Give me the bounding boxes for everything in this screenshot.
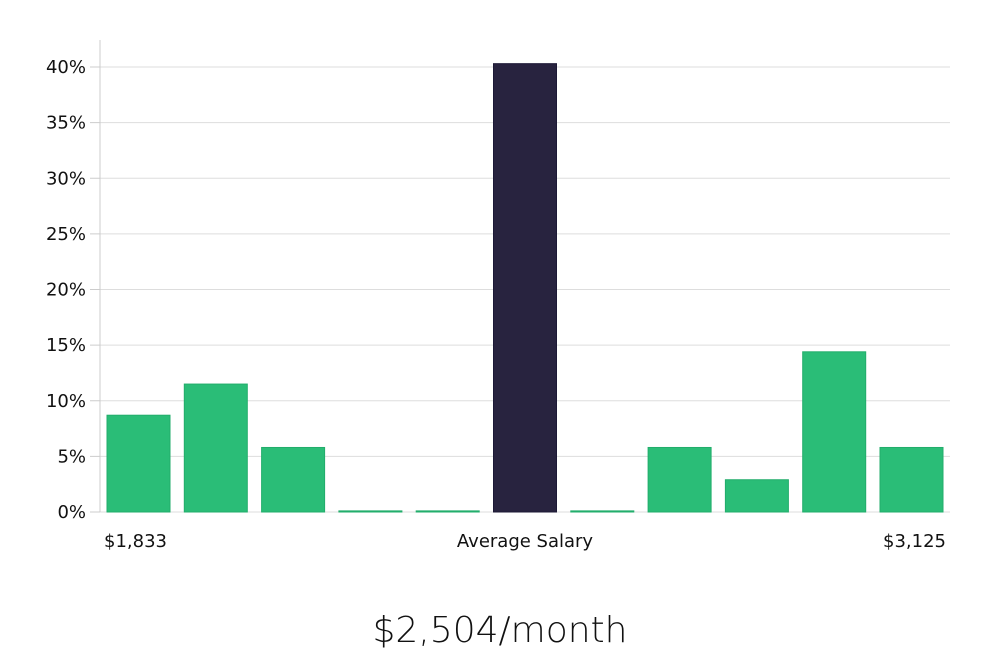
bar	[724, 479, 789, 513]
x-label-min: $1,833	[104, 531, 167, 552]
x-label-center: Average Salary	[457, 531, 594, 552]
bars	[106, 63, 944, 513]
y-tick-label: 30%	[46, 168, 86, 189]
y-tick-label: 15%	[46, 335, 86, 356]
y-tick-label: 5%	[57, 446, 86, 467]
bar	[261, 446, 326, 513]
bar-average-salary	[493, 63, 557, 513]
bar	[183, 383, 248, 513]
average-salary-headline: $2,504/month	[372, 610, 628, 651]
y-tick-label: 40%	[46, 57, 86, 78]
bar	[106, 414, 171, 513]
salary-histogram: 0% 5% 10% 15% 20% 25% 30% 35% 40% $1,833 Average…	[46, 40, 950, 552]
y-tick-label: 35%	[46, 113, 86, 134]
y-tick-label: 25%	[46, 224, 86, 245]
bar	[570, 510, 635, 513]
y-tick-label: 20%	[46, 280, 86, 301]
bar	[879, 446, 944, 513]
x-label-max: $3,125	[883, 531, 946, 552]
bar	[338, 510, 403, 513]
bar	[647, 446, 712, 513]
y-axis-ticks: 0% 5% 10% 15% 20% 25% 30% 35% 40%	[46, 57, 100, 523]
y-tick-label: 10%	[46, 391, 86, 412]
bar	[802, 351, 867, 513]
bar	[415, 510, 480, 513]
y-tick-label: 0%	[57, 502, 86, 523]
